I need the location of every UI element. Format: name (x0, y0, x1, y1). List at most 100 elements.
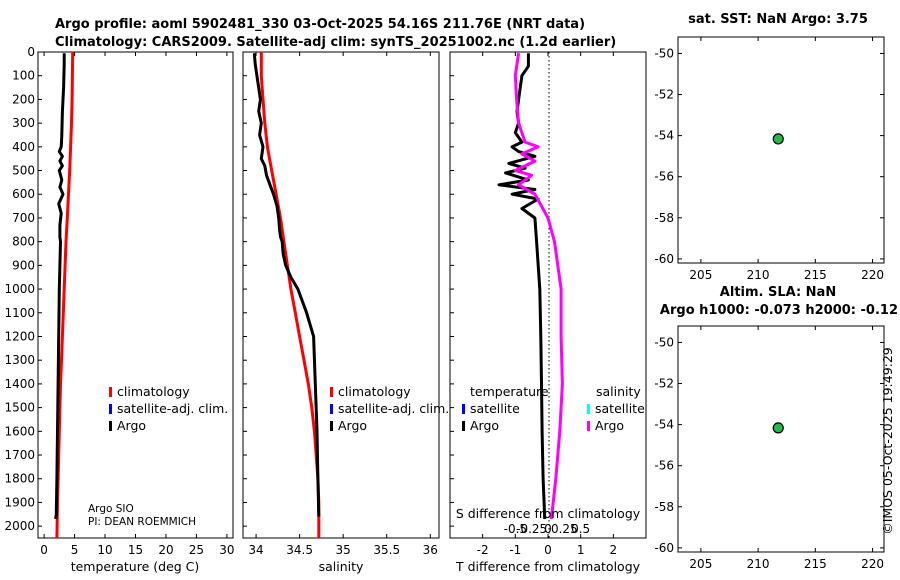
sst-map-title: sat. SST: NaN Argo: 3.75 (688, 12, 868, 27)
difference-panel: -2 -1 0 1 2 -0.5-0.250 0.250.5 temperature sa… (449, 51, 647, 574)
temperature-axes-frame (37, 51, 234, 539)
depth-tick-label: 1800 (4, 472, 35, 486)
sst-map-lat-tick-label: -50 (654, 46, 674, 60)
difference-series (497, 52, 564, 520)
legend-label-satellite: satellite-adj. clim. (338, 401, 449, 416)
t-difference-axis-ticks: -2 -1 0 1 2 (450, 51, 618, 557)
legend-swatch-satellite (109, 404, 112, 414)
sla-map-lat-tick-label: -54 (654, 418, 674, 432)
temperature-panel: 0100200300400500600700800900100011001200… (4, 45, 234, 574)
s-difference-label: S difference from climatology (456, 506, 641, 521)
depth-tick-label: 0 (27, 45, 35, 59)
sst-map-lon-tick-label: 205 (689, 268, 712, 282)
sst-map-lon-tick-label: 210 (747, 268, 770, 282)
legend-swatch-sal-satellite (587, 404, 590, 414)
temperature-legend: climatology satellite-adj. clim. Argo (109, 384, 228, 433)
depth-tick-label: 400 (12, 140, 35, 154)
depth-tick-label: 500 (12, 164, 35, 178)
legend-swatch-argo (109, 421, 112, 431)
sla-map-title-line2: Argo h1000: -0.073 h2000: -0.12 (660, 303, 898, 318)
legend-swatch-sal-argo (587, 421, 590, 431)
temperature-tick-label: 25 (189, 543, 204, 557)
temperature-xlabel: temperature (deg C) (71, 559, 200, 574)
sst-map-lat-tick-label: -54 (654, 129, 674, 143)
temperature-tick-label: 15 (128, 543, 143, 557)
difference-axes-frame (449, 51, 647, 539)
sst-map-lat-tick-label: -56 (654, 170, 674, 184)
sst-map-ticks: 205 210 215 220 -50 -52 -54 -56 -58 -60 (654, 37, 884, 282)
credit-argo: Argo SIO (88, 503, 134, 515)
sla-map-lat-tick-label: -58 (654, 500, 674, 514)
legend-label-climatology: climatology (338, 384, 411, 399)
sla-map-axes-frame (677, 325, 885, 553)
salinity-legend: climatology satellite-adj. clim. Argo (330, 384, 449, 433)
s-difference-axis-ticks: -0.5-0.250 0.250.5 (504, 522, 591, 536)
series-salinity-argo (513, 52, 564, 520)
salinity-tick-label: 35 (336, 543, 351, 557)
legend-label-sal-satellite: satellite (595, 401, 645, 416)
series-temperature-argo (497, 53, 547, 520)
salinity-axis-ticks: 34 34.5 35 35.5 36 (243, 51, 438, 557)
s-difference-tick-label: 0.25 (551, 522, 578, 536)
legend-swatch-temp-argo (462, 421, 465, 431)
s-difference-tick-label: -0.25 (516, 522, 547, 536)
t-difference-tick-label: -2 (477, 543, 489, 557)
depth-tick-label: 2000 (4, 519, 35, 533)
figure-title-line1: Argo profile: aoml 5902481_330 03-Oct-20… (55, 17, 585, 32)
sst-map-lon-tick-label: 215 (804, 268, 827, 282)
temperature-series (54, 51, 75, 539)
salinity-xlabel: salinity (319, 559, 364, 574)
legend-label-temp-argo: Argo (470, 418, 499, 433)
legend-label-satellite: satellite-adj. clim. (117, 401, 228, 416)
legend-swatch-climatology (330, 387, 333, 397)
sst-map-points (772, 133, 784, 145)
legend-swatch-argo (330, 421, 333, 431)
sla-map-points (772, 422, 784, 434)
depth-tick-label: 800 (12, 235, 35, 249)
sla-map-lat-tick-label: -60 (654, 541, 674, 555)
difference-legend: temperature salinity satellite Argo sate… (462, 384, 645, 433)
sla-map-argo-position-marker (772, 422, 784, 434)
sst-map-lat-tick-label: -52 (654, 88, 674, 102)
depth-tick-label: 1200 (4, 329, 35, 343)
figure-title-line2: Climatology: CARS2009. Satellite-adj cli… (55, 35, 616, 50)
salinity-tick-label: 34 (248, 543, 263, 557)
legend-swatch-satellite (330, 404, 333, 414)
legend-label-argo: Argo (117, 418, 146, 433)
depth-tick-label: 1700 (4, 448, 35, 462)
credit-pi: PI: DEAN ROEMMICH (88, 516, 196, 528)
series-climatology (55, 51, 75, 539)
depth-tick-label: 900 (12, 258, 35, 272)
depth-tick-label: 1500 (4, 401, 35, 415)
sla-map-lon-tick-label: 215 (804, 557, 827, 571)
t-difference-tick-label: -1 (509, 543, 521, 557)
depth-tick-label: 300 (12, 116, 35, 130)
s-difference-tick-label: 0.5 (571, 522, 590, 536)
salinity-series (252, 52, 321, 538)
sst-map-lon-tick-label: 220 (861, 268, 884, 282)
depth-tick-label: 1000 (4, 282, 35, 296)
temperature-tick-label: 20 (158, 543, 173, 557)
sla-map-lat-tick-label: -50 (654, 335, 674, 349)
sla-map-lon-tick-label: 210 (747, 557, 770, 571)
depth-tick-label: 1100 (4, 306, 35, 320)
salinity-panel: 34 34.5 35 35.5 36 climatology satellite-adj… (242, 51, 449, 574)
depth-tick-label: 1400 (4, 377, 35, 391)
salinity-tick-label: 35.5 (373, 543, 400, 557)
sla-map-lon-tick-label: 205 (689, 557, 712, 571)
s-difference-tick-label: 0 (544, 522, 552, 536)
t-difference-tick-label: 2 (610, 543, 618, 557)
sla-map-lat-tick-label: -52 (654, 377, 674, 391)
legend-swatch-climatology (109, 387, 112, 397)
depth-tick-label: 1300 (4, 353, 35, 367)
sla-map-lat-tick-label: -56 (654, 459, 674, 473)
salinity-tick-label: 36 (423, 543, 438, 557)
temperature-tick-label: 0 (40, 543, 48, 557)
t-difference-tick-label: 0 (544, 543, 552, 557)
legend-label-temp-satellite: satellite (470, 401, 520, 416)
series-argo (54, 53, 66, 520)
s-difference-tick-label: -0.5 (504, 522, 527, 536)
salinity-tick-label: 34.5 (286, 543, 313, 557)
imos-timestamp: ©IMOS 05-Oct-2025 19:49:29 (880, 347, 895, 535)
